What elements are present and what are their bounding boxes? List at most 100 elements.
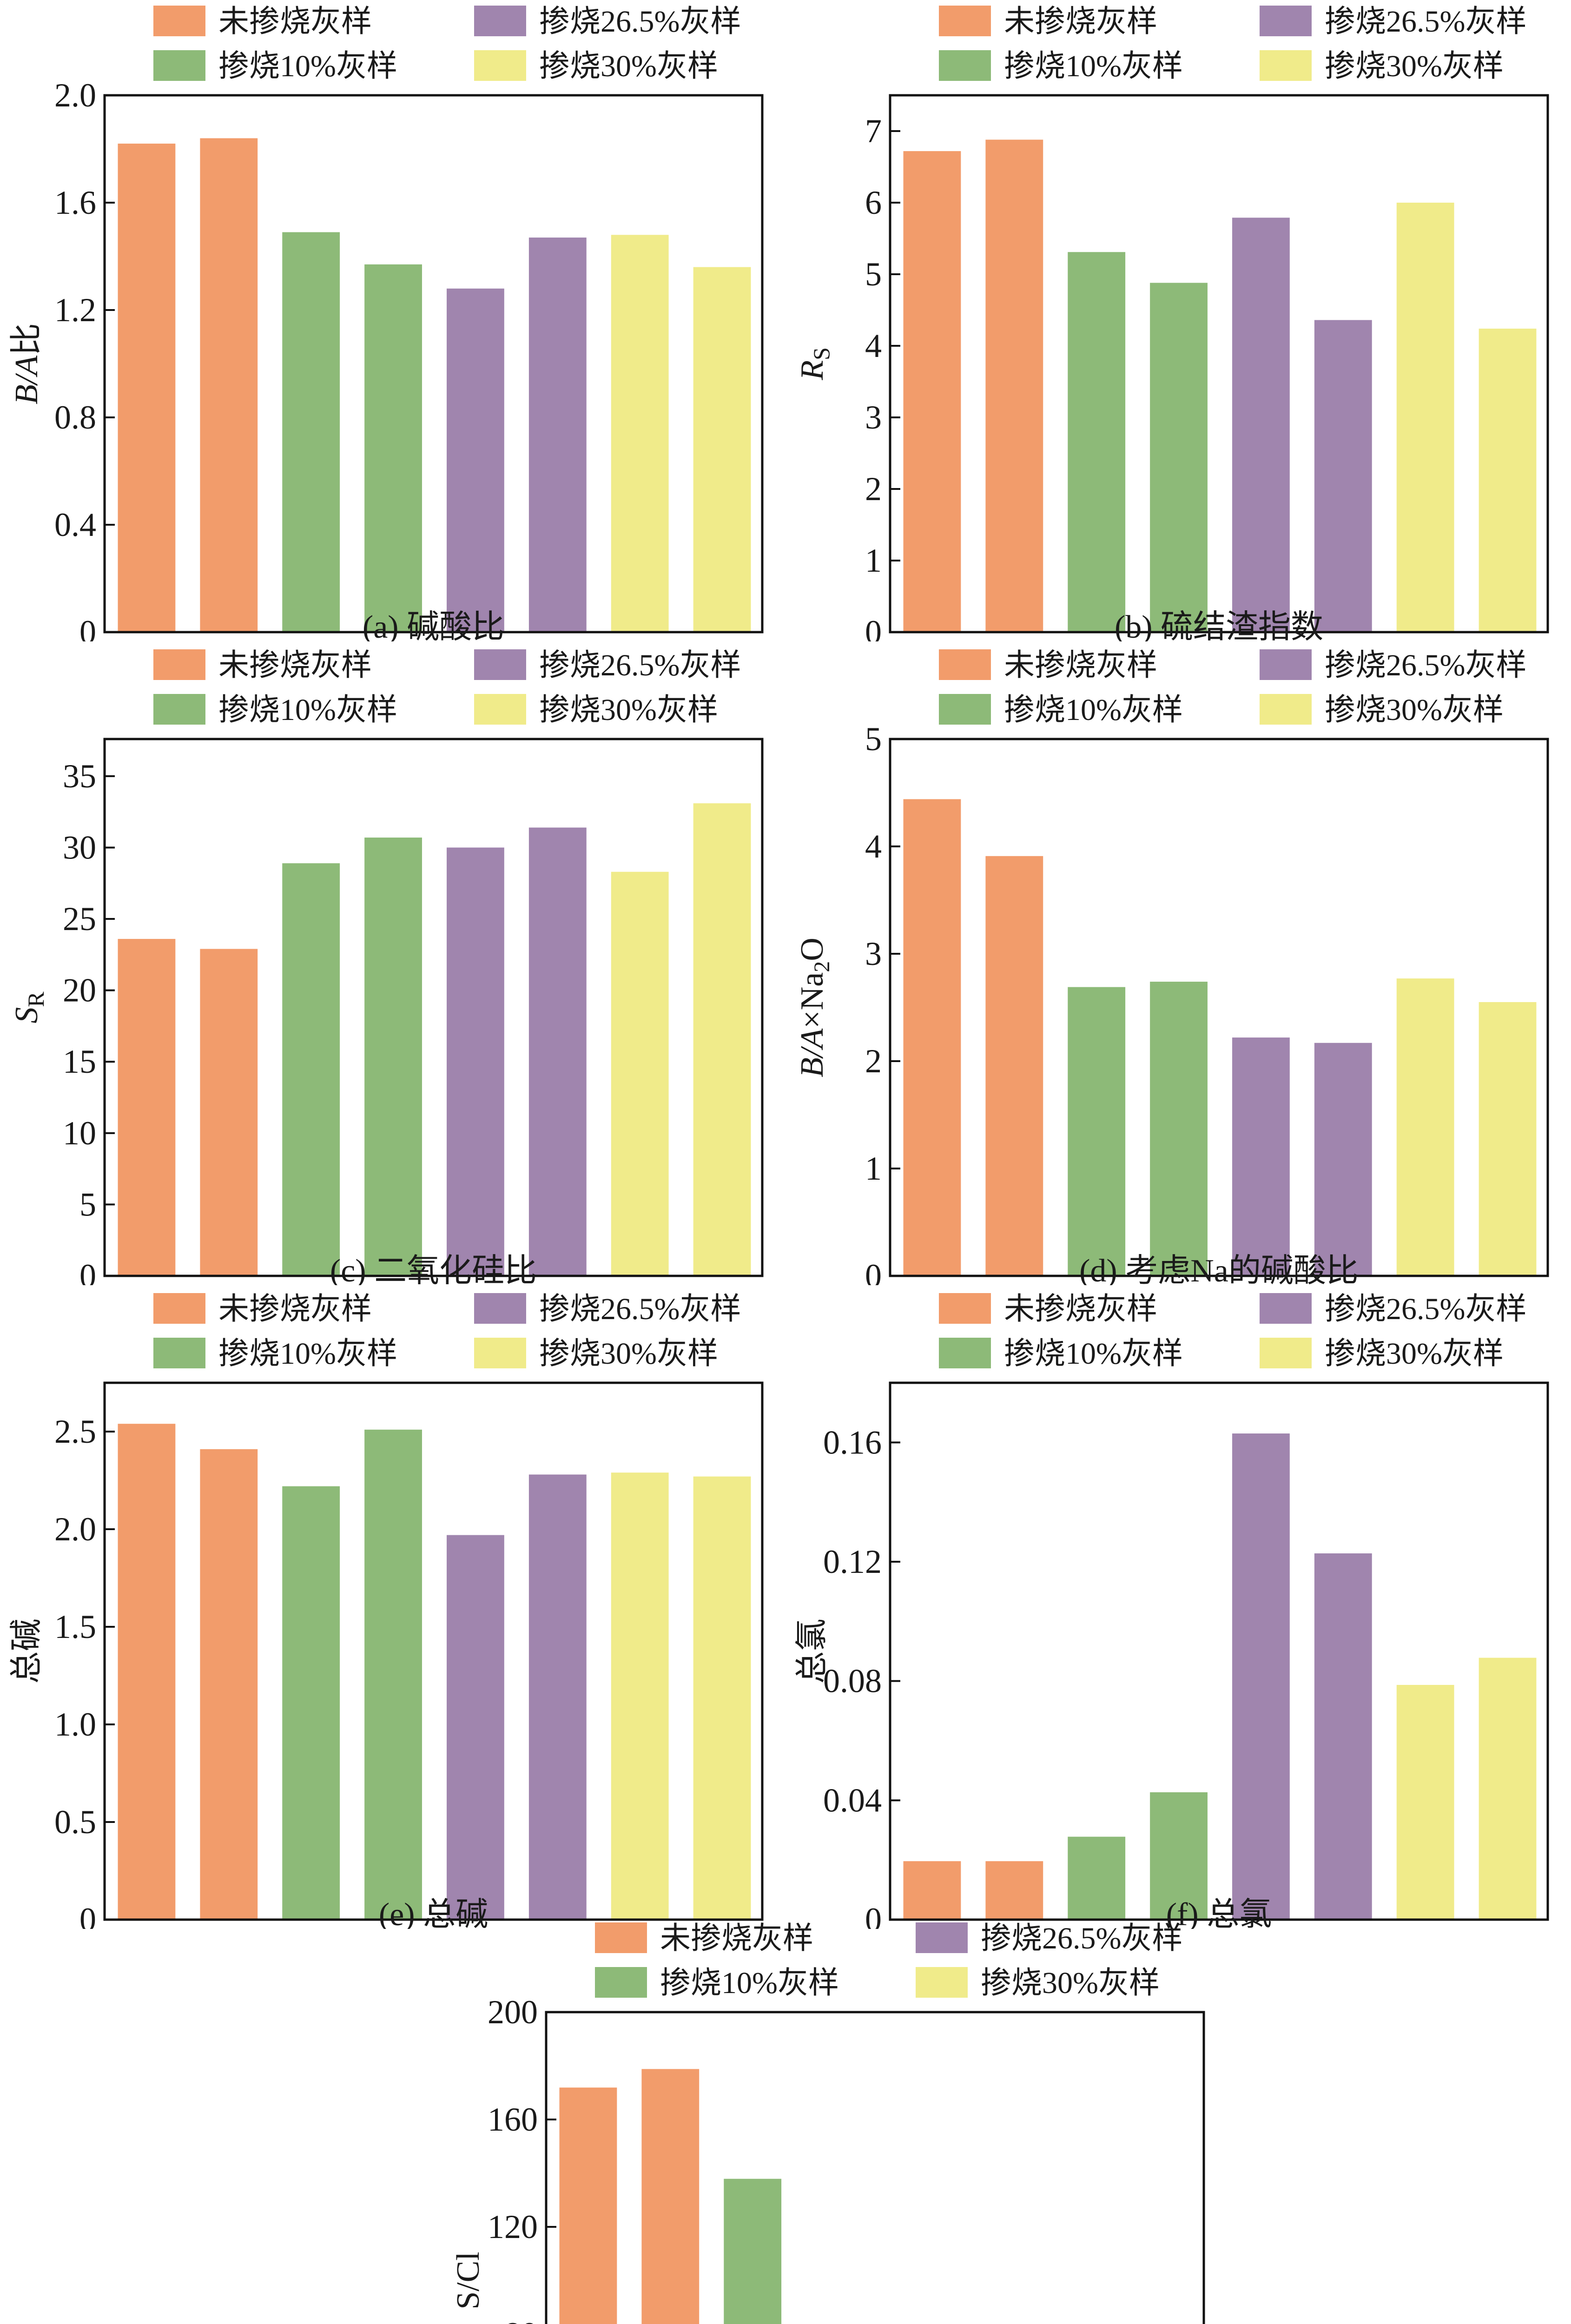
bar bbox=[1232, 1037, 1290, 1276]
y-tick-label: 15 bbox=[63, 1043, 96, 1080]
plot-frame bbox=[545, 2011, 1205, 2324]
y-tick-label: 0 bbox=[865, 1257, 882, 1285]
y-tick-label: 1 bbox=[865, 542, 882, 579]
chart-caption: (c) 二氧化硅比 bbox=[330, 1253, 537, 1285]
y-tick-label: 2.0 bbox=[54, 1511, 96, 1548]
legend-swatch bbox=[1260, 649, 1312, 680]
bar bbox=[1314, 320, 1372, 632]
bar bbox=[118, 143, 176, 633]
y-tick-label: 35 bbox=[63, 758, 96, 795]
plot-frame bbox=[103, 1381, 764, 1921]
bar bbox=[1396, 203, 1454, 632]
bar bbox=[447, 288, 504, 632]
y-tick-label: 0 bbox=[79, 614, 96, 641]
y-axis-label-part: B/A bbox=[9, 356, 45, 404]
bar bbox=[1232, 1433, 1290, 1920]
y-tick-label: 1.6 bbox=[54, 184, 96, 221]
y-axis-label-part: ×Na bbox=[794, 972, 830, 1029]
x-tick-label: Ash-5h bbox=[1437, 1283, 1525, 1285]
y-axis-label-part: O bbox=[794, 938, 830, 961]
y-axis-label: B/A比 bbox=[9, 323, 45, 404]
bar bbox=[1150, 283, 1208, 632]
x-tick-label: Ash-3h bbox=[1354, 1283, 1443, 1285]
legend-swatch bbox=[474, 50, 526, 81]
legend-swatch bbox=[939, 50, 991, 81]
legend-label: 掺烧26.5%灰样 bbox=[1325, 5, 1526, 39]
legend-label: 未掺烧灰样 bbox=[218, 5, 372, 39]
y-tick-label: 10 bbox=[63, 1115, 96, 1152]
bar bbox=[200, 1449, 258, 1920]
y-axis-label-part: S bbox=[9, 1007, 45, 1023]
legend-label: 掺烧26.5%灰样 bbox=[1325, 1292, 1526, 1326]
y-tick-label: 4 bbox=[865, 327, 882, 364]
y-tick-label: 2.5 bbox=[54, 1413, 96, 1450]
legend-swatch bbox=[153, 50, 205, 81]
bar bbox=[1479, 1657, 1537, 1920]
y-tick-label: 5 bbox=[865, 720, 882, 758]
chart-svg: 未掺烧灰样掺烧26.5%灰样掺烧10%灰样掺烧30%灰样Ash-3hAsh-5h… bbox=[9, 648, 764, 1285]
legend-swatch bbox=[595, 1922, 647, 1953]
bar bbox=[1068, 252, 1126, 632]
y-axis-label-part: 2 bbox=[810, 961, 834, 972]
y-tick-label: 1 bbox=[865, 1150, 882, 1187]
y-tick-label: 0 bbox=[865, 614, 882, 641]
y-tick-label: 2 bbox=[865, 470, 882, 508]
legend-swatch bbox=[939, 694, 991, 725]
chart-svg: 未掺烧灰样掺烧26.5%灰样掺烧10%灰样掺烧30%灰样Ash-3hAsh-5h… bbox=[450, 1921, 1205, 2324]
bar bbox=[903, 1861, 961, 1920]
y-tick-label: 3 bbox=[865, 935, 882, 972]
bars bbox=[118, 803, 751, 1276]
legend-swatch bbox=[939, 1338, 991, 1368]
legend-swatch bbox=[916, 1922, 968, 1953]
y-axis-label-part: S bbox=[808, 347, 834, 360]
bar bbox=[282, 232, 340, 632]
bar bbox=[985, 139, 1043, 633]
legend-label: 掺烧10%灰样 bbox=[218, 693, 397, 727]
legend-label: 掺烧30%灰样 bbox=[539, 1337, 718, 1371]
bar bbox=[611, 1472, 669, 1920]
bar bbox=[528, 827, 587, 1276]
y-tick-label: 0.08 bbox=[823, 1663, 882, 1700]
legend-swatch bbox=[474, 1338, 526, 1368]
bar bbox=[1150, 1792, 1208, 1920]
x-tick-label: Ash-5h bbox=[158, 1927, 246, 1929]
bar bbox=[1396, 1685, 1454, 1920]
x-tick-label: Ash-5h bbox=[651, 1283, 739, 1285]
bar bbox=[282, 863, 340, 1276]
bar bbox=[903, 799, 961, 1276]
chart-svg: 未掺烧灰样掺烧26.5%灰样掺烧10%灰样掺烧30%灰样Ash-3hAsh-5h… bbox=[9, 5, 764, 641]
bars bbox=[118, 1424, 751, 1920]
chart-panel-g: 未掺烧灰样掺烧26.5%灰样掺烧10%灰样掺烧30%灰样Ash-3hAsh-5h… bbox=[442, 1917, 1227, 2324]
legend-label: 掺烧26.5%灰样 bbox=[539, 648, 741, 682]
y-axis-label: S/Cl bbox=[450, 2251, 486, 2310]
legend-swatch bbox=[153, 1293, 205, 1324]
legend-swatch bbox=[595, 1967, 647, 1998]
bar bbox=[641, 2069, 700, 2324]
y-tick-label: 0 bbox=[865, 1901, 882, 1929]
legend-swatch bbox=[1260, 1338, 1312, 1368]
bars bbox=[559, 2069, 782, 2324]
bar bbox=[200, 138, 258, 632]
y-tick-label: 1.2 bbox=[54, 291, 96, 329]
y-tick-label: 0.8 bbox=[54, 399, 96, 436]
legend-swatch bbox=[916, 1967, 968, 1998]
x-tick-label: Ash-3h bbox=[240, 640, 328, 641]
chart-svg: 未掺烧灰样掺烧26.5%灰样掺烧10%灰样掺烧30%灰样Ash-3hAsh-5h… bbox=[794, 1292, 1549, 1929]
chart-caption: (e) 总碱 bbox=[379, 1897, 488, 1929]
y-tick-label: 6 bbox=[865, 184, 882, 221]
x-tick-label: Ash-3h bbox=[569, 1283, 657, 1285]
legend-label: 掺烧30%灰样 bbox=[981, 1966, 1160, 2000]
legend-label: 未掺烧灰样 bbox=[1004, 648, 1157, 682]
y-axis-label: B/A×Na2O bbox=[794, 938, 834, 1077]
bar bbox=[1314, 1043, 1372, 1276]
legend-swatch bbox=[153, 6, 205, 36]
bar bbox=[364, 264, 422, 632]
x-tick-label: Ash-5h bbox=[943, 640, 1031, 641]
y-tick-label: 0.16 bbox=[823, 1424, 882, 1461]
